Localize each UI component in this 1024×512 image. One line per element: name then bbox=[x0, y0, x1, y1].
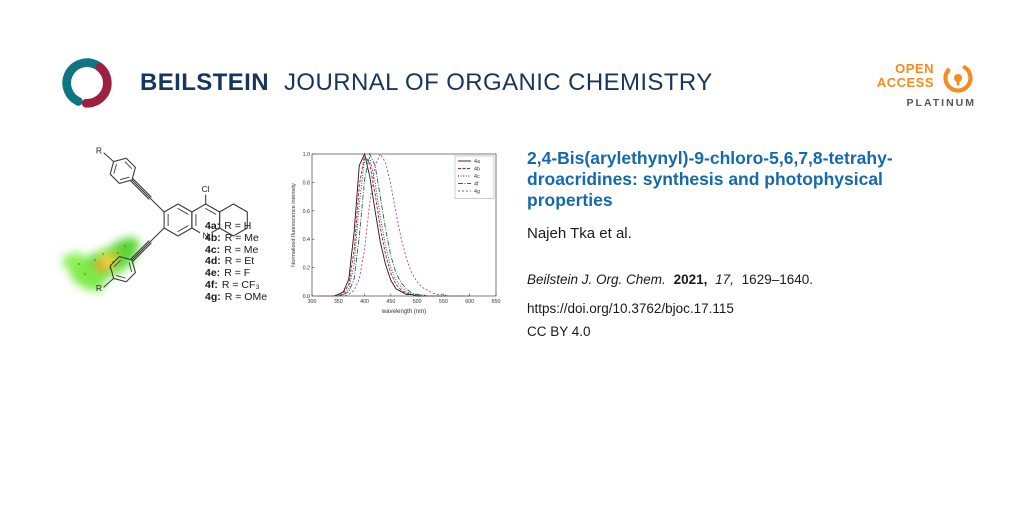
svg-text:4b: 4b bbox=[474, 167, 480, 173]
svg-text:500: 500 bbox=[413, 299, 422, 305]
doi-link[interactable]: https://doi.org/10.3762/bjoc.17.115 bbox=[527, 301, 734, 316]
citation: Beilstein J. Org. Chem. 2021, 17, 1629–1… bbox=[527, 272, 977, 287]
citation-volume: 17, bbox=[715, 272, 734, 287]
compound-id: 4g: bbox=[205, 290, 221, 303]
compound-substituent: R = Et bbox=[224, 255, 255, 268]
svg-text:4c: 4c bbox=[474, 174, 480, 180]
svg-text:4f: 4f bbox=[474, 182, 479, 188]
brand-name: BEILSTEIN bbox=[140, 69, 269, 96]
journal-name: JOURNAL OF ORGANIC CHEMISTRY bbox=[284, 69, 713, 96]
title-line-2[interactable]: droacridines: synthesis and photophysica… bbox=[527, 169, 883, 189]
svg-text:4a: 4a bbox=[474, 159, 480, 165]
esp-map-blob bbox=[62, 237, 140, 291]
svg-text:0.4: 0.4 bbox=[303, 237, 310, 243]
compound-id: 4b: bbox=[205, 231, 221, 244]
svg-text:wavelength (nm): wavelength (nm) bbox=[381, 309, 426, 315]
svg-text:0.6: 0.6 bbox=[303, 209, 310, 215]
list-item: 4c: R = Me bbox=[205, 243, 267, 257]
title-line-3[interactable]: properties bbox=[527, 190, 613, 210]
svg-text:400: 400 bbox=[360, 299, 369, 305]
citation-year: 2021, bbox=[673, 272, 708, 287]
compound-substituent: R = H bbox=[224, 220, 252, 232]
svg-text:1.0: 1.0 bbox=[303, 152, 310, 158]
beilstein-logo-icon bbox=[62, 58, 112, 108]
list-item: 4f: R = CF₃ bbox=[205, 278, 267, 292]
compound-substituent: R = Me bbox=[224, 231, 259, 244]
compound-id: 4c: bbox=[205, 243, 221, 256]
title-line-1[interactable]: 2,4-Bis(arylethynyl)-9-chloro-5,6,7,8-te… bbox=[527, 148, 893, 168]
list-item: 4a: R = H bbox=[205, 220, 267, 233]
compound-id: 4a: bbox=[205, 220, 221, 232]
open-access-label-open: OPEN bbox=[895, 61, 934, 76]
open-access-badge: OPEN ACCESS PLATINUM bbox=[876, 58, 976, 110]
svg-text:550: 550 bbox=[439, 299, 448, 305]
cl-label: Cl bbox=[202, 184, 210, 194]
list-item: 4b: R = Me bbox=[205, 231, 267, 245]
compound-substituent: R = Me bbox=[224, 243, 259, 256]
svg-text:350: 350 bbox=[334, 299, 343, 305]
fluorescence-chart: 300 350 400 450 500 550 600 650 0.0 0.2 0.4 0.6 0.8 1… bbox=[287, 147, 502, 319]
citation-pages: 1629–1640. bbox=[741, 272, 813, 287]
compound-substituent: R = OMe bbox=[224, 290, 268, 303]
compound-substituent: R = CF₃ bbox=[221, 278, 260, 291]
list-item: 4g: R = OMe bbox=[205, 290, 268, 304]
svg-text:0.2: 0.2 bbox=[303, 266, 310, 272]
open-access-icon bbox=[943, 63, 973, 93]
r-bottom-label: R bbox=[96, 283, 102, 293]
svg-text:300: 300 bbox=[308, 299, 317, 305]
authors: Najeh Tka et al. bbox=[527, 225, 632, 242]
svg-text:650: 650 bbox=[492, 299, 501, 305]
n-label: N bbox=[203, 231, 209, 241]
svg-text:0.0: 0.0 bbox=[303, 294, 310, 300]
compound-list: 4a: R = H 4b: R = Me 4c: R = Me 4d: R = Et 4… bbox=[205, 220, 268, 304]
svg-text:0.8: 0.8 bbox=[303, 180, 310, 186]
header: BEILSTEIN JOURNAL OF ORGANIC CHEMISTRY bbox=[58, 54, 713, 112]
svg-text:Normalized fluorescence intens: Normalized fluorescence intensity bbox=[291, 183, 297, 267]
graphical-abstract: Cl N R R bbox=[55, 140, 305, 318]
article-title[interactable]: 2,4-Bis(arylethynyl)-9-chloro-5,6,7,8-te… bbox=[527, 148, 977, 211]
compound-id: 4d: bbox=[205, 255, 221, 268]
license-label: CC BY 4.0 bbox=[527, 324, 591, 339]
citation-journal: Beilstein J. Org. Chem. bbox=[527, 272, 666, 287]
compound-id: 4e: bbox=[205, 267, 221, 280]
open-access-label-access: ACCESS bbox=[876, 75, 934, 90]
svg-text:600: 600 bbox=[465, 299, 474, 305]
list-item: 4d: R = Et bbox=[205, 255, 267, 268]
article-info: 2,4-Bis(arylethynyl)-9-chloro-5,6,7,8-te… bbox=[527, 148, 977, 339]
platinum-label: PLATINUM bbox=[906, 97, 976, 109]
list-item: 4e: R = F bbox=[205, 267, 267, 280]
svg-text:450: 450 bbox=[386, 299, 395, 305]
compound-substituent: R = F bbox=[224, 267, 251, 280]
svg-text:4g: 4g bbox=[474, 189, 480, 195]
journal-wordmark: BEILSTEIN JOURNAL OF ORGANIC CHEMISTRY bbox=[140, 69, 713, 97]
molecule-structure: Cl N R R bbox=[96, 146, 248, 293]
r-top-label: R bbox=[96, 146, 102, 156]
compound-id: 4f: bbox=[205, 278, 218, 291]
fluorescence-chart-svg: 300 350 400 450 500 550 600 650 0.0 0.2 0.4 0.6 0.8 1… bbox=[291, 152, 501, 315]
